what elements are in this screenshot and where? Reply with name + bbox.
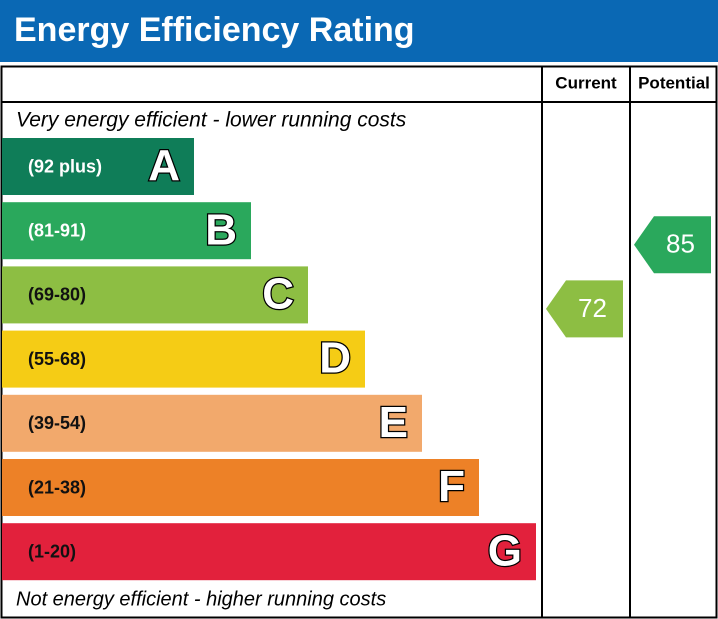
band-range: (1-20): [28, 541, 76, 561]
band-range: (92 plus): [28, 156, 102, 176]
potential-header: Potential: [638, 73, 710, 92]
band-bar: [2, 266, 308, 324]
band-bar: [2, 202, 251, 260]
band-letter: C: [262, 270, 294, 319]
potential-arrow: [634, 216, 711, 274]
frame: [0, 65, 718, 619]
band-range: (39-54): [28, 413, 86, 433]
header-bar: [0, 0, 718, 62]
title: Energy Efficiency Rating: [14, 11, 415, 49]
band-bar: [2, 138, 194, 195]
potential-value: 85: [666, 229, 695, 259]
band-letter: G: [488, 526, 522, 575]
band-bar: [2, 459, 479, 516]
band-letter: A: [148, 141, 180, 190]
current-arrow: [546, 280, 623, 338]
band-letter: E: [379, 398, 408, 447]
band-letter: F: [438, 462, 465, 511]
band-bar: [2, 330, 365, 388]
bottom-note: Not energy efficient - higher running co…: [16, 588, 386, 610]
band-range: (55-68): [28, 349, 86, 369]
band-letter: B: [205, 205, 237, 254]
current-value: 72: [578, 293, 607, 323]
band-bar: [2, 523, 536, 581]
band-range: (69-80): [28, 285, 86, 305]
top-note: Very energy efficient - lower running co…: [16, 109, 407, 132]
band-letter: D: [319, 334, 351, 383]
band-range: (21-38): [28, 477, 86, 497]
current-header: Current: [555, 73, 617, 92]
band-bar: [2, 394, 422, 452]
band-range: (81-91): [28, 220, 86, 240]
